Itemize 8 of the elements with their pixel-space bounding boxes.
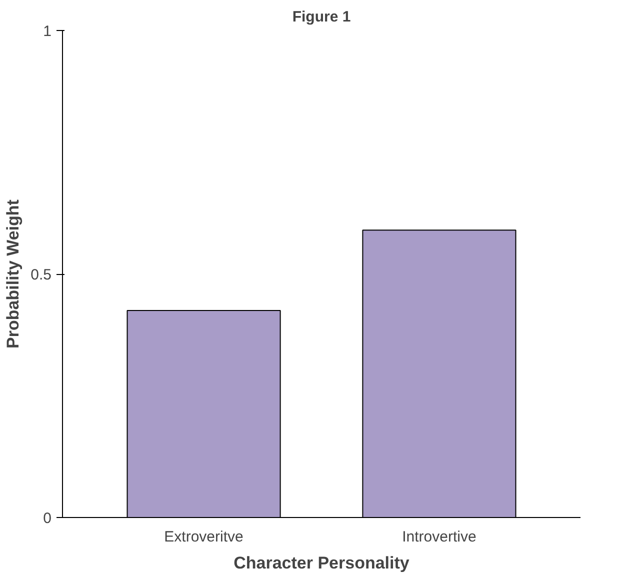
x-tick-label: Extroveritve: [164, 528, 244, 546]
y-tick-label: 1: [43, 23, 52, 40]
y-tick-label: 0.5: [30, 266, 52, 284]
x-tick-label: Introvertive: [402, 528, 476, 546]
y-axis-title: Probability Weight: [4, 199, 23, 348]
y-tick-label: 0: [43, 510, 52, 527]
x-axis-title: Character Personality: [234, 554, 410, 572]
chart-title: Figure 1: [292, 8, 351, 26]
